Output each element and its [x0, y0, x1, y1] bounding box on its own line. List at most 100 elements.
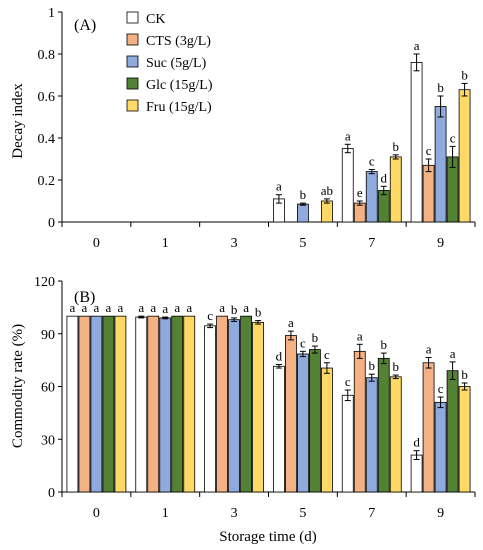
panel-a-y-tick-label: 0 [48, 216, 55, 231]
panel-b-bar-suc [159, 317, 172, 493]
panel-b-significance-label: a [243, 300, 249, 315]
panel-b-bar-fru [252, 321, 264, 493]
panel-b-bar-ck [204, 325, 216, 493]
panel-a-bar-fru [458, 89, 471, 223]
panel-a-significance-label: e [357, 185, 363, 200]
panel-b-bar-fru [389, 376, 402, 493]
panel-b-significance-label: b [312, 330, 319, 345]
panel-b-significance-label: a [174, 300, 180, 315]
panel-a-y-tick-label: 0.8 [38, 48, 56, 63]
panel-a-significance-label: c [426, 143, 432, 158]
panel-b-bar-cts [78, 315, 91, 493]
panel-b-bar-fru [183, 315, 196, 493]
panel-b-significance-label: a [106, 300, 112, 315]
panel-b-bar-suc [434, 401, 447, 493]
panel-b-bar-glc [102, 315, 115, 493]
panel-b-x-tick-label: 0 [93, 506, 100, 521]
panel-b-x-tick-label: 1 [162, 506, 169, 521]
panel-a-bar-suc [365, 171, 378, 223]
panel-b-significance-label: a [150, 300, 156, 315]
panel-b-bar-glc [309, 349, 321, 493]
panel-a-significance-label: b [300, 187, 307, 202]
panel-b-significance-label: c [207, 308, 213, 323]
panel-b-bar-cts [422, 362, 435, 493]
panel-b-bar-suc [90, 315, 103, 493]
panel-b-bar-cts [147, 315, 160, 493]
panel-b-bar-ck [135, 316, 148, 493]
panel-b-significance-label: a [219, 300, 225, 315]
panel-a-significance-label: c [450, 130, 456, 145]
panel-b-bar-suc [365, 377, 378, 493]
panel-b-significance-label: c [345, 374, 351, 389]
panel-a-bar-suc [297, 203, 309, 223]
panel-b-x-tick-label: 3 [231, 506, 238, 521]
panel-b-y-tick-label: 120 [34, 275, 55, 290]
panel-a-bar-ck [341, 148, 354, 223]
panel-b-x-tick-label: 5 [299, 506, 306, 521]
panel-b-label: (B) [74, 289, 95, 306]
legend-swatch [126, 33, 139, 46]
panel-a-significance-label: b [393, 139, 400, 154]
panel-b-significance-label: a [138, 300, 144, 315]
panel-a-x-tick-label: 7 [368, 236, 375, 251]
panel-b-bar-glc [240, 315, 252, 493]
panel-b-significance-label: a [357, 328, 363, 343]
panel-b-commodity-rate-chart: (B) Commodity rate (%) Storage time (d) … [10, 275, 476, 545]
panel-b-significance-label: a [450, 346, 456, 361]
panel-b-bar-suc [228, 319, 240, 493]
legend-swatch [126, 55, 139, 68]
panel-a-significance-label: d [381, 170, 388, 185]
panel-b-bar-cts [216, 315, 228, 493]
panel-b-significance-label: c [324, 347, 330, 362]
legend: CK CTS (3g/L) Suc (5g/L) Glc (15g/L) Fru (15… [126, 11, 213, 115]
panel-b-bar-suc [297, 353, 309, 493]
legend-swatch [126, 99, 139, 112]
panel-b-significance-label: a [162, 301, 168, 316]
panel-a-y-tick-label: 0.2 [38, 174, 56, 189]
panel-a-significance-label: a [414, 38, 420, 53]
panel-b-significance-label: a [186, 300, 192, 315]
panel-a-bar-fru [389, 156, 402, 223]
panel-a-bar-suc [434, 106, 447, 223]
panel-a-significance-label: b [461, 67, 468, 82]
panel-b-significance-label: a [82, 300, 88, 315]
panel-b-bar-glc [377, 357, 390, 493]
panel-b-significance-label: a [118, 300, 124, 315]
panel-a-x-tick-label: 9 [437, 236, 444, 251]
panel-b-significance-label: c [438, 381, 444, 396]
panel-a-significance-label: a [276, 179, 282, 194]
panel-a-bar-ck [410, 62, 423, 223]
legend-label: Suc (5g/L) [146, 56, 207, 71]
panel-b-significance-label: c [300, 335, 306, 350]
panel-a-bar-fru [321, 200, 333, 223]
legend-swatch [126, 11, 139, 24]
panel-b-significance-label: a [426, 341, 432, 356]
panel-a-significance-label: b [437, 80, 444, 95]
panel-a-x-tick-label: 0 [93, 236, 100, 251]
panel-a-y-tick-label: 0.6 [38, 90, 56, 105]
panel-b-bar-fru [321, 367, 333, 493]
panel-b-bar-fru [458, 386, 471, 493]
panel-b-significance-label: a [288, 315, 294, 330]
panel-a-y-axis-label: Decay index [10, 83, 26, 159]
panel-b-bar-ck [273, 365, 285, 493]
panel-b-significance-label: b [369, 358, 376, 373]
panel-a-y-tick-label: 0.4 [38, 132, 56, 147]
panel-a-bar-cts [353, 202, 366, 223]
panel-b-significance-label: b [461, 367, 468, 382]
panel-b-y-tick-label: 0 [48, 486, 55, 501]
panel-b-bar-ck [66, 315, 79, 493]
panel-b-bar-cts [285, 335, 297, 493]
panel-b-bar-ck [341, 394, 354, 493]
panel-a-label: (A) [74, 17, 96, 34]
panel-b-significance-label: d [276, 349, 283, 364]
legend-label: Fru (15g/L) [146, 100, 212, 115]
panel-a-y-tick-label: 1 [48, 6, 55, 21]
panel-b-y-tick-label: 60 [41, 381, 55, 396]
panel-b-x-tick-label: 7 [368, 506, 375, 521]
panel-a-bar-glc [377, 190, 390, 223]
panel-b-y-tick-label: 30 [41, 433, 55, 448]
panel-a-significance-label: ab [321, 183, 333, 198]
legend-label: Glc (15g/L) [146, 78, 213, 93]
